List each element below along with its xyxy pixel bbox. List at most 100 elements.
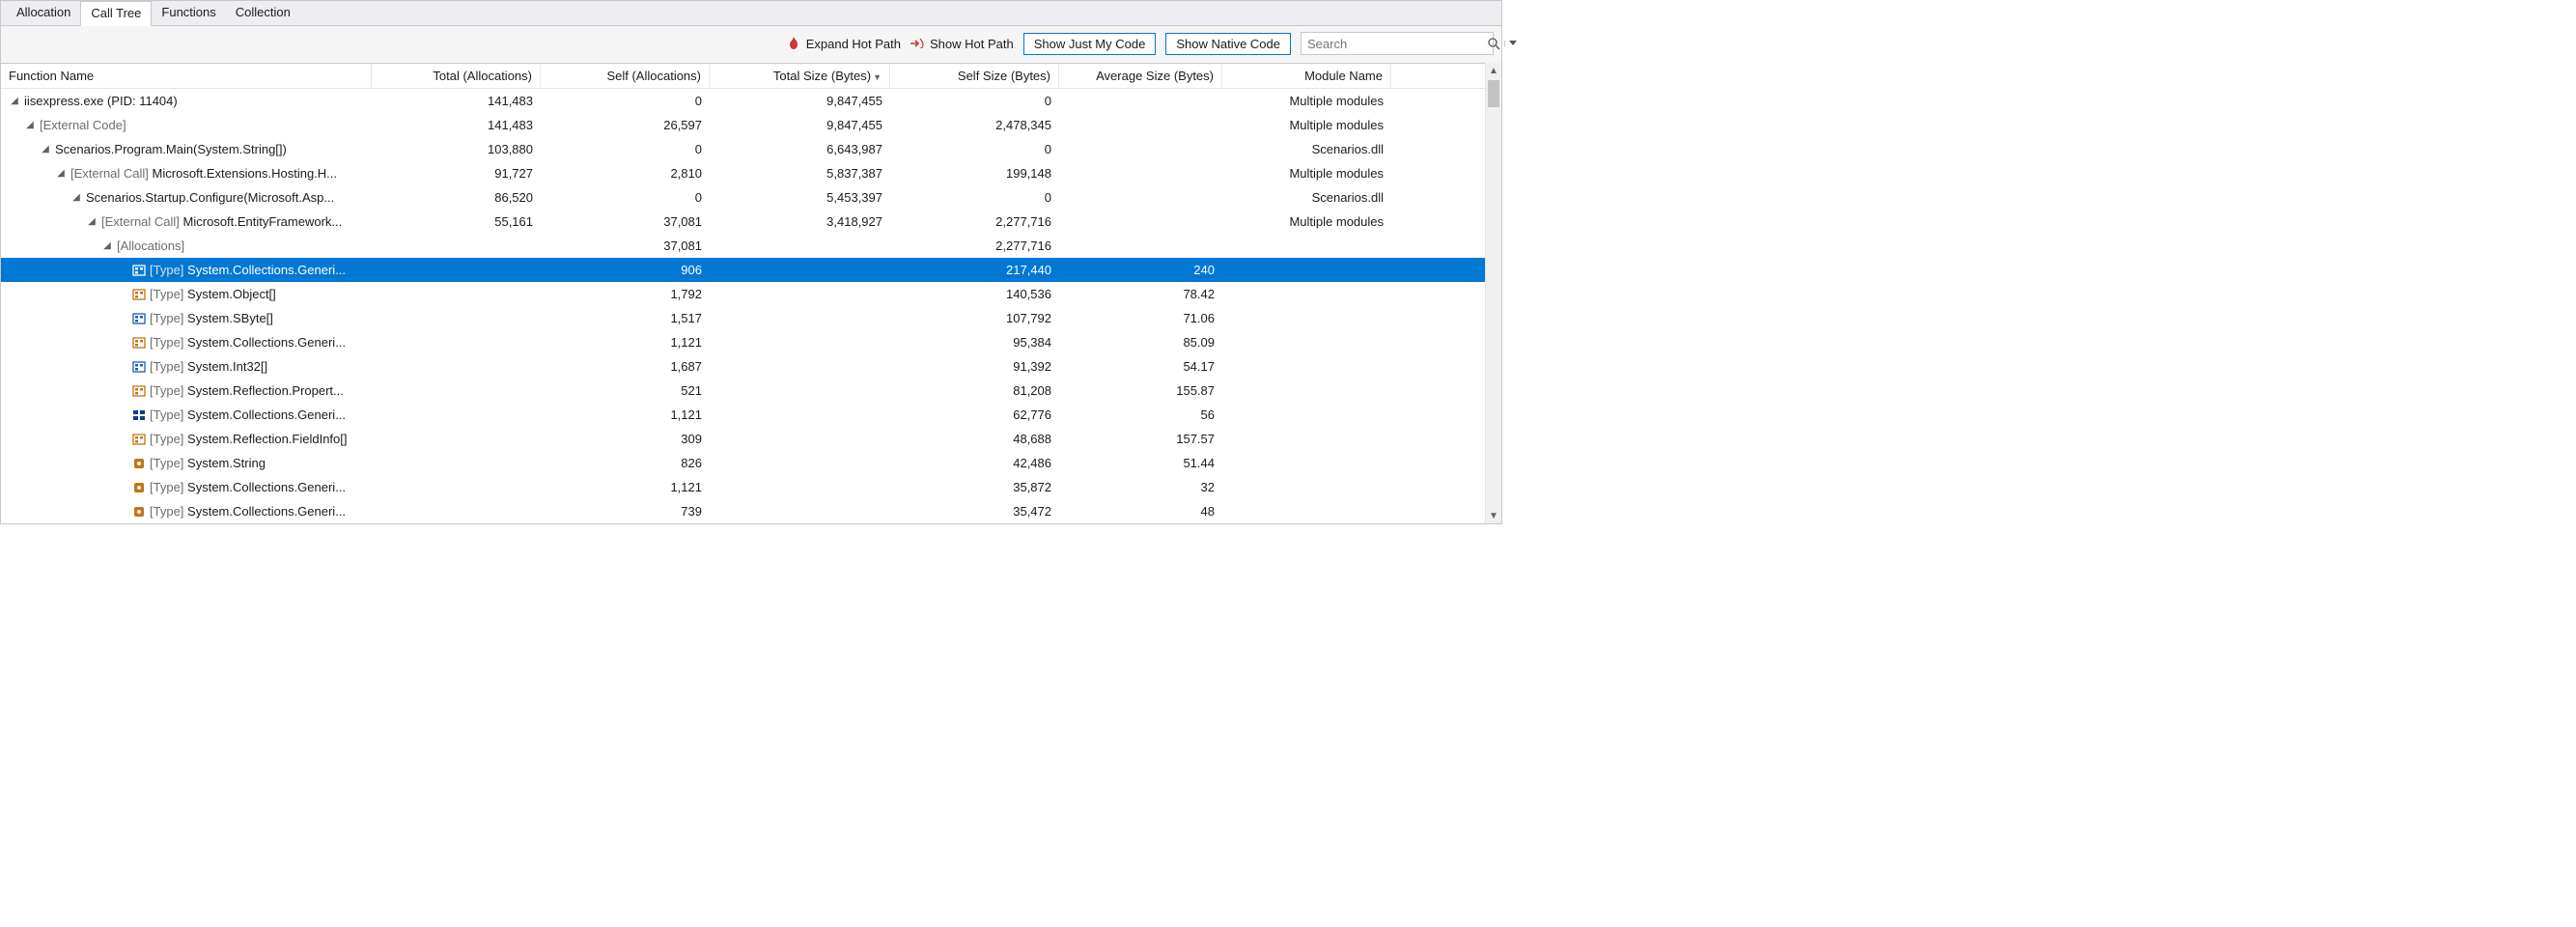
- cell-ssize: 81,208: [890, 383, 1059, 398]
- table-row[interactable]: [Type] System.Reflection.FieldInfo[]3094…: [1, 427, 1485, 451]
- cell-function-name: [Type] System.String: [1, 456, 372, 470]
- cell-total: 91,727: [372, 166, 541, 181]
- cell-ssize: 107,792: [890, 311, 1059, 325]
- cell-total: 141,483: [372, 94, 541, 108]
- table-row[interactable]: [Type] System.String82642,48651.44: [1, 451, 1485, 475]
- row-label: [Type] System.Reflection.FieldInfo[]: [150, 432, 348, 446]
- table-row[interactable]: ◢iisexpress.exe (PID: 11404)141,48309,84…: [1, 89, 1485, 113]
- hot-path-arrow-icon: [910, 37, 924, 50]
- col-self-size[interactable]: Self Size (Bytes): [890, 64, 1059, 88]
- cell-function-name: ◢Scenarios.Startup.Configure(Microsoft.A…: [1, 190, 372, 205]
- expander-toggle[interactable]: ◢: [40, 144, 51, 154]
- cell-ssize: 140,536: [890, 287, 1059, 301]
- cell-function-name: [Type] System.Collections.Generi...: [1, 407, 372, 422]
- col-total-size[interactable]: Total Size (Bytes)▼: [710, 64, 890, 88]
- cell-total: 86,520: [372, 190, 541, 205]
- table-row[interactable]: ◢[External Call] Microsoft.Extensions.Ho…: [1, 161, 1485, 185]
- cell-asize: 54.17: [1059, 359, 1222, 374]
- expander-toggle[interactable]: ◢: [70, 192, 82, 203]
- expander-toggle[interactable]: ◢: [101, 240, 113, 251]
- class-icon: [132, 336, 146, 350]
- col-function-name[interactable]: Function Name: [1, 64, 372, 88]
- row-label: [Allocations]: [117, 239, 184, 253]
- cell-mod: Multiple modules: [1222, 94, 1391, 108]
- class-icon: [132, 384, 146, 398]
- show-hot-path-label: Show Hot Path: [930, 37, 1014, 51]
- search-icon[interactable]: [1483, 37, 1504, 50]
- table-row[interactable]: [Type] System.Collections.Generi...1,121…: [1, 330, 1485, 354]
- cell-ssize: 62,776: [890, 407, 1059, 422]
- table-row[interactable]: [Type] System.Reflection.Propert... 521 81…: [1, 379, 1485, 403]
- table-row[interactable]: [Type] System.Int32[]1,68791,39254.17: [1, 354, 1485, 379]
- show-native-code-button[interactable]: Show Native Code: [1165, 33, 1291, 55]
- row-label: [External Call] Microsoft.EntityFramewor…: [101, 214, 342, 229]
- cell-tsize: 5,837,387: [710, 166, 890, 181]
- cell-function-name: ◢ Scenarios.Program.Main(System.String[]): [1, 142, 372, 156]
- row-label: [Type] System.String: [150, 456, 266, 470]
- expander-toggle[interactable]: ◢: [24, 120, 36, 130]
- search-input[interactable]: [1302, 37, 1483, 51]
- table-row[interactable]: [Type] System.SByte[]1,517107,79271.06: [1, 306, 1485, 330]
- cell-mod: Multiple modules: [1222, 166, 1391, 181]
- cell-asize: 240: [1059, 263, 1222, 277]
- cell-ssize: 95,384: [890, 335, 1059, 350]
- row-label: [Type] System.Reflection.Propert...: [150, 383, 344, 398]
- vertical-scrollbar[interactable]: ▲ ▼: [1485, 63, 1501, 523]
- grid-body: ◢iisexpress.exe (PID: 11404)141,48309,84…: [1, 89, 1485, 523]
- sort-desc-icon: ▼: [871, 72, 882, 82]
- table-row[interactable]: [Type] System.Collections.Generi... 1,121…: [1, 403, 1485, 427]
- cell-self: 521: [541, 383, 710, 398]
- cell-asize: 85.09: [1059, 335, 1222, 350]
- col-avg-size[interactable]: Average Size (Bytes): [1059, 64, 1222, 88]
- table-row[interactable]: [Type] System.Collections.Generi...73935…: [1, 499, 1485, 523]
- expand-hot-path-link[interactable]: Expand Hot Path: [787, 37, 901, 51]
- row-label: [Type] System.Collections.Generi...: [150, 480, 346, 494]
- cell-self: 0: [541, 190, 710, 205]
- show-hot-path-link[interactable]: Show Hot Path: [910, 37, 1014, 51]
- cell-function-name: [Type] System.Collections.Generi...: [1, 335, 372, 350]
- search-box[interactable]: [1301, 32, 1494, 55]
- row-label: Scenarios.Program.Main(System.String[]): [55, 142, 287, 156]
- cell-mod: Scenarios.dll: [1222, 190, 1391, 205]
- scroll-down-button[interactable]: ▼: [1486, 508, 1501, 523]
- struct-icon: [132, 312, 146, 325]
- table-row[interactable]: ◢[External Code]141,48326,5979,847,4552,…: [1, 113, 1485, 137]
- cell-function-name: ◢ [Allocations]: [1, 239, 372, 253]
- cell-self: 1,121: [541, 407, 710, 422]
- col-total-alloc[interactable]: Total (Allocations): [372, 64, 541, 88]
- table-row[interactable]: ◢[Allocations]37,0812,277,716: [1, 234, 1485, 258]
- cell-total: 103,880: [372, 142, 541, 156]
- expander-toggle[interactable]: ◢: [86, 216, 98, 227]
- class-icon: [132, 433, 146, 446]
- tab-call-tree[interactable]: Call Tree: [80, 1, 152, 26]
- table-row[interactable]: [Type] System.Collections.Generi...90621…: [1, 258, 1485, 282]
- expander-toggle[interactable]: ◢: [55, 168, 67, 179]
- tab-functions[interactable]: Functions: [152, 1, 225, 25]
- table-row[interactable]: [Type] System.Collections.Generi...1,121…: [1, 475, 1485, 499]
- table-row[interactable]: ◢Scenarios.Startup.Configure(Microsoft.A…: [1, 185, 1485, 210]
- cell-self: 26,597: [541, 118, 710, 132]
- scroll-up-button[interactable]: ▲: [1486, 63, 1501, 78]
- cell-ssize: 0: [890, 190, 1059, 205]
- cell-total: 141,483: [372, 118, 541, 132]
- cell-asize: 78.42: [1059, 287, 1222, 301]
- cell-self: 0: [541, 142, 710, 156]
- cell-tsize: 3,418,927: [710, 214, 890, 229]
- tab-collection[interactable]: Collection: [226, 1, 300, 25]
- table-row[interactable]: [Type] System.Object[]1,792140,53678.42: [1, 282, 1485, 306]
- table-row[interactable]: ◢[External Call] Microsoft.EntityFramewo…: [1, 210, 1485, 234]
- tab-allocation[interactable]: Allocation: [7, 1, 80, 25]
- col-module-name[interactable]: Module Name: [1222, 64, 1391, 88]
- cell-asize: 48: [1059, 504, 1222, 519]
- cell-ssize: 35,472: [890, 504, 1059, 519]
- scroll-thumb[interactable]: [1488, 80, 1499, 107]
- cell-ssize: 0: [890, 142, 1059, 156]
- col-self-alloc[interactable]: Self (Allocations): [541, 64, 710, 88]
- search-dropdown-button[interactable]: [1504, 41, 1521, 46]
- expander-toggle[interactable]: ◢: [9, 96, 20, 106]
- cell-ssize: 2,277,716: [890, 214, 1059, 229]
- grid-container: Function Name Total (Allocations) Self (…: [1, 63, 1501, 523]
- table-row[interactable]: ◢ Scenarios.Program.Main(System.String[])…: [1, 137, 1485, 161]
- cell-ssize: 0: [890, 94, 1059, 108]
- show-just-my-code-button[interactable]: Show Just My Code: [1023, 33, 1157, 55]
